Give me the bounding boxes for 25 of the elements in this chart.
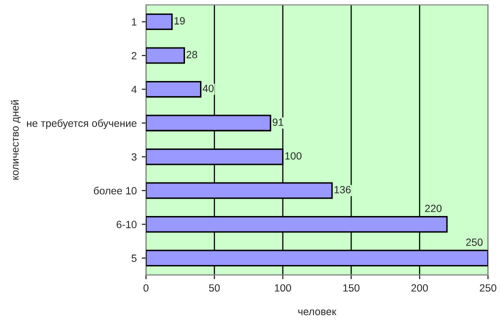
y-tick-label: 1 [132, 18, 136, 26]
data-label: 91 [272, 118, 284, 126]
y-tick-label: не требуется обучение [27, 119, 137, 130]
data-label: 250 [466, 238, 483, 246]
y-tick-label: более 10 [94, 186, 137, 194]
data-label: 100 [285, 152, 302, 160]
y-axis-title: количество дней [10, 100, 21, 180]
x-axis-title: человек [298, 310, 336, 316]
x-tick-label: 250 [480, 284, 496, 292]
x-tick-label: 100 [274, 284, 292, 292]
x-tick-label: 50 [209, 284, 220, 292]
x-tick-label: 150 [343, 284, 360, 292]
y-tick-label: 2 [132, 52, 136, 60]
y-tick-label: 3 [132, 153, 137, 161]
y-tick-label: 5 [132, 254, 137, 262]
data-label: 19 [174, 17, 185, 25]
data-label: 220 [425, 204, 442, 212]
x-tick-label: 0 [144, 284, 148, 292]
x-tick-label: 200 [411, 284, 428, 292]
data-label: 40 [202, 84, 214, 92]
bar [146, 80, 202, 98]
y-tick-label: 4 [131, 86, 137, 94]
data-label: 28 [186, 50, 198, 58]
y-tick-label: 6-10 [116, 220, 137, 228]
data-label: 136 [334, 186, 351, 194]
